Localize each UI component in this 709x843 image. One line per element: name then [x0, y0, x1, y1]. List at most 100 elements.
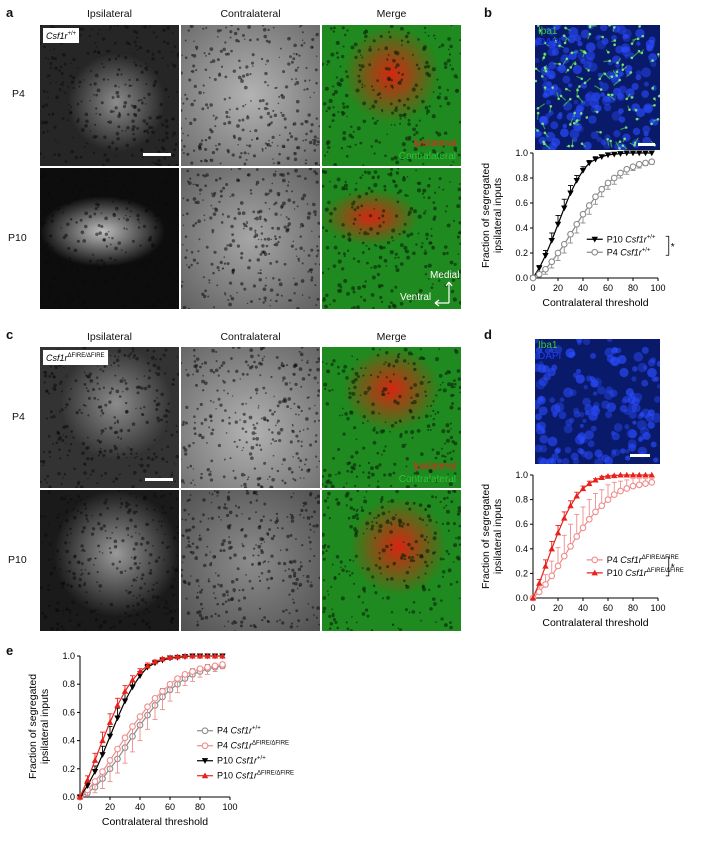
legend-marker [201, 727, 209, 735]
col-header-contralateral: Contralateral [220, 8, 281, 20]
data-point [648, 158, 656, 166]
panel-label-b: b [484, 5, 492, 20]
data-point [560, 240, 568, 248]
data-point [623, 150, 630, 157]
col-header-merge: Merge [376, 8, 407, 20]
merge-legend-ipsilateral: Ipsilateral [413, 461, 456, 472]
data-point [151, 694, 159, 702]
data-point [567, 502, 574, 509]
y-tick-label: 0.8 [515, 173, 528, 183]
scale-bar [143, 153, 171, 156]
x-tick-label: 60 [165, 802, 175, 812]
data-point [573, 220, 581, 228]
data-point [211, 662, 219, 670]
data-point [181, 652, 189, 659]
data-point [99, 737, 106, 744]
significance-bracket [665, 235, 670, 256]
data-point [629, 163, 637, 171]
data-point [166, 654, 174, 660]
legend-item: P4 Csf1rΔFIRE/ΔFIRE [586, 555, 679, 565]
micrograph-texture [181, 25, 320, 166]
data-point [636, 150, 643, 157]
legend-marker [591, 236, 598, 243]
panel-label-a: a [6, 5, 14, 20]
data-point [136, 673, 144, 679]
stain-label-dapi: DAPI [538, 37, 562, 48]
data-point [121, 698, 129, 705]
data-point [548, 258, 556, 266]
x-tick-label: 60 [603, 283, 613, 293]
data-point [121, 688, 129, 694]
data-point [604, 152, 612, 159]
row-header-p4: P4 [12, 88, 25, 100]
data-point [548, 572, 556, 580]
y-tick-label: 0.0 [515, 273, 528, 283]
x-tick-label: 40 [578, 283, 588, 293]
x-tick-label: 100 [222, 802, 237, 812]
data-point [573, 533, 581, 540]
micrograph-a-p10-contra [181, 168, 320, 309]
data-point [76, 793, 84, 800]
stain-label-dapi: DAPI [538, 351, 562, 362]
data-point [204, 652, 211, 659]
data-point [529, 594, 537, 601]
data-point [129, 723, 136, 730]
data-point [585, 202, 593, 209]
data-point [106, 733, 114, 740]
legend-item: P10 Csf1rΔFIRE/ΔFIRE [197, 771, 294, 781]
col-header-contralateral: Contralateral [220, 331, 281, 343]
data-point [617, 471, 624, 478]
data-point [219, 661, 226, 668]
data-point [144, 703, 151, 711]
data-point [604, 496, 612, 503]
data-point [610, 174, 618, 182]
data-point [642, 471, 649, 478]
x-tick-label: 60 [603, 603, 613, 613]
col-header-ipsilateral: Ipsilateral [87, 8, 132, 20]
merge-legend-contralateral: Contralateral [398, 151, 456, 162]
data-point [610, 491, 618, 499]
data-point [181, 670, 189, 678]
data-point [611, 472, 618, 479]
y-tick-label: 0.0 [62, 792, 75, 802]
x-tick-label: 0 [77, 802, 82, 812]
x-tick-label: 0 [530, 283, 535, 293]
data-point [617, 169, 624, 177]
x-tick-label: 20 [105, 802, 115, 812]
chart-e: 0 20 40 60 80 100 0.0 0.2 0.4 0.6 0.8 1.0 Contralate… [27, 651, 294, 828]
x-axis-label: Contralateral threshold [102, 816, 208, 828]
genotype-label-c: Csf1rΔFIRE/ΔFIRE [43, 350, 108, 365]
data-point [91, 769, 99, 775]
y-tick-label: 0.0 [515, 593, 528, 603]
micrograph-d-iba1: Iba1 DAPI [535, 339, 660, 464]
data-point [166, 680, 174, 688]
data-point [542, 562, 549, 569]
legend-item: P4 Csf1r+/+ [197, 726, 261, 736]
micrograph-a-p4-contra [181, 25, 320, 166]
data-point [579, 485, 587, 492]
series-line [532, 474, 652, 599]
x-tick-label: 80 [628, 603, 638, 613]
data-point [561, 514, 568, 521]
data-point [629, 482, 637, 490]
data-point [623, 485, 631, 492]
data-point [586, 160, 593, 167]
row-header-p10: P10 [8, 554, 27, 566]
data-point [542, 252, 549, 259]
data-point [573, 177, 580, 184]
data-point [174, 675, 181, 682]
data-point [635, 160, 643, 168]
data-point [611, 151, 618, 158]
micrograph-c-p10-ipsi [40, 490, 179, 631]
data-point [629, 471, 637, 478]
micrograph-c-p4-merge: Ipsilateral Contralateral [322, 347, 461, 488]
micrograph-texture [322, 347, 461, 488]
y-axis-label: Fraction of segregatedipsilateral inputs [480, 163, 504, 268]
data-point [121, 734, 129, 742]
data-point [592, 508, 599, 516]
y-tick-label: 0.2 [62, 764, 75, 774]
micrograph-a-p10-ipsi [40, 168, 179, 309]
legend-marker [201, 758, 209, 764]
axis-label-ventral: Ventral [400, 292, 432, 303]
y-tick-label: 0.8 [515, 495, 528, 505]
